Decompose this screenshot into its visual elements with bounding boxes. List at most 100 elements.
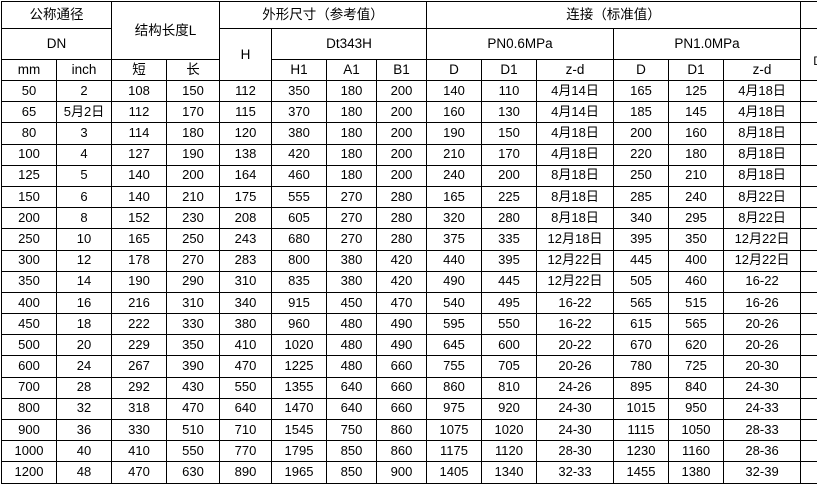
table-cell: 1225	[272, 356, 327, 377]
table-cell: 4月18日	[537, 144, 614, 165]
table-cell: 500	[2, 335, 57, 356]
table-cell: 190	[167, 144, 220, 165]
table-cell: 200	[377, 81, 427, 102]
table-cell: 1795	[272, 441, 327, 462]
table-cell: 390	[167, 356, 220, 377]
table-cell: 1470	[272, 398, 327, 419]
table-cell: 490	[377, 314, 427, 335]
table-cell: 3	[57, 123, 112, 144]
table-cell: 150	[167, 81, 220, 102]
table-cell: 460	[272, 165, 327, 186]
table-cell: 280	[377, 229, 427, 250]
table-cell: 505	[614, 271, 669, 292]
table-cell: 350	[669, 229, 724, 250]
table-cell: 17	[801, 81, 817, 102]
header-pn10-d: D	[614, 60, 669, 81]
table-cell: 100	[2, 144, 57, 165]
table-cell: 95	[801, 229, 817, 250]
table-cell: 28	[57, 377, 112, 398]
table-cell: 4月14日	[537, 102, 614, 123]
table-cell: 12月18日	[537, 229, 614, 250]
header-weight-main: 重量	[801, 40, 817, 56]
table-cell: 420	[272, 144, 327, 165]
table-cell: 250	[167, 229, 220, 250]
table-cell: 229	[112, 335, 167, 356]
table-cell: 2	[57, 81, 112, 102]
table-cell: 125	[2, 165, 57, 186]
table-cell: 210	[167, 186, 220, 207]
table-cell: 270	[167, 250, 220, 271]
table-cell: 2000	[801, 462, 817, 483]
table-cell: 460	[669, 271, 724, 292]
table-cell: 180	[669, 144, 724, 165]
table-cell: 4月18日	[724, 81, 801, 102]
table-cell: 445	[482, 271, 537, 292]
table-cell: 380	[327, 250, 377, 271]
table-cell: 705	[482, 356, 537, 377]
table-cell: 420	[377, 271, 427, 292]
table-cell: 8月18日	[537, 165, 614, 186]
table-cell: 180	[327, 123, 377, 144]
table-cell: 975	[427, 398, 482, 419]
table-cell: 338	[801, 314, 817, 335]
table-cell: 1455	[614, 462, 669, 483]
table-cell: 127	[112, 144, 167, 165]
table-cell: 350	[167, 335, 220, 356]
table-cell: 12月22日	[537, 250, 614, 271]
table-cell: 895	[614, 377, 669, 398]
table-cell: 725	[669, 356, 724, 377]
table-cell: 1355	[272, 377, 327, 398]
table-cell: 8月18日	[724, 144, 801, 165]
table-cell: 4	[57, 144, 112, 165]
table-cell: 750	[327, 420, 377, 441]
table-cell: 280	[377, 208, 427, 229]
header-pn10: PN1.0MPa	[614, 29, 801, 60]
table-cell: 450	[327, 292, 377, 313]
table-cell: 20	[801, 102, 817, 123]
table-cell: 115	[220, 102, 272, 123]
table-cell: 145	[669, 102, 724, 123]
table-cell: 395	[614, 229, 669, 250]
table-cell: 190	[112, 271, 167, 292]
table-cell: 250	[614, 165, 669, 186]
table-cell: 470	[220, 356, 272, 377]
table-cell: 200	[2, 208, 57, 229]
table-cell: 450	[2, 314, 57, 335]
table-cell: 640	[327, 377, 377, 398]
table-cell: 16-22	[724, 271, 801, 292]
table-cell: 410	[112, 441, 167, 462]
header-unit-inch: inch	[57, 60, 112, 81]
header-h1: H1	[272, 60, 327, 81]
table-cell: 160	[669, 123, 724, 144]
table-cell: 140	[427, 81, 482, 102]
table-cell: 380	[272, 123, 327, 144]
table-cell: 50	[2, 81, 57, 102]
header-a1: A1	[327, 60, 377, 81]
table-cell: 480	[327, 314, 377, 335]
table-cell: 1020	[272, 335, 327, 356]
header-pn10-zd: z-d	[724, 60, 801, 81]
table-cell: 270	[327, 186, 377, 207]
header-weight-sub: Dt343H	[801, 55, 817, 69]
header-pn06: PN0.6MPa	[427, 29, 614, 60]
table-cell: 290	[167, 271, 220, 292]
table-cell: 40	[57, 441, 112, 462]
table-cell: 24-30	[724, 377, 801, 398]
table-cell: 24-26	[537, 377, 614, 398]
table-cell: 495	[482, 292, 537, 313]
table-cell: 620	[669, 335, 724, 356]
table-cell: 280	[377, 186, 427, 207]
header-h: H	[220, 29, 272, 81]
table-cell: 320	[427, 208, 482, 229]
table-cell: 16-22	[537, 292, 614, 313]
table-cell: 615	[614, 314, 669, 335]
table-cell: 240	[669, 186, 724, 207]
table-cell: 1500	[801, 441, 817, 462]
table-cell: 8月18日	[724, 165, 801, 186]
